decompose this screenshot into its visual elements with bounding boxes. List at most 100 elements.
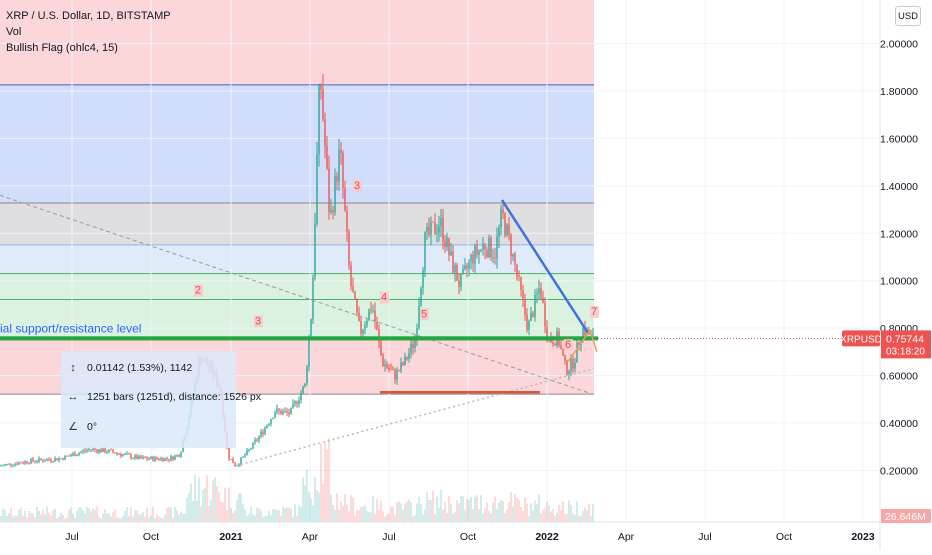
volume-bar bbox=[384, 516, 386, 522]
candle-body bbox=[528, 320, 530, 330]
candle-body bbox=[120, 454, 122, 457]
volume-bar bbox=[272, 509, 274, 522]
volume-bar bbox=[238, 493, 240, 522]
candle-body bbox=[400, 362, 402, 371]
volume-bar bbox=[542, 509, 544, 522]
measure-tool-box[interactable]: ↕ 0.01142 (1.53%), 1142 ↔ 1251 bars (125… bbox=[61, 351, 261, 448]
volume-bar bbox=[526, 503, 528, 522]
time-tick: Oct bbox=[460, 531, 476, 543]
volume-bar bbox=[466, 498, 468, 522]
bullish-flag-indicator-label[interactable]: Bullish Flag (ohlc4, 15) bbox=[6, 42, 118, 54]
volume-bar bbox=[452, 513, 454, 522]
volume-bar bbox=[204, 487, 206, 522]
candle-body bbox=[468, 261, 470, 269]
volume-bar bbox=[100, 518, 102, 522]
volume-bar bbox=[564, 513, 566, 522]
candle-body bbox=[164, 458, 166, 462]
volume-bar bbox=[12, 516, 14, 522]
candle-body bbox=[240, 457, 242, 465]
volume-bar bbox=[358, 510, 360, 522]
candle-body bbox=[128, 453, 130, 455]
volume-bar bbox=[366, 510, 368, 522]
candle-body bbox=[524, 299, 526, 315]
volume-bar bbox=[62, 515, 64, 522]
candle-body bbox=[272, 418, 274, 420]
volume-bar bbox=[92, 508, 94, 522]
volume-bar bbox=[130, 506, 132, 522]
volume-bar bbox=[508, 502, 510, 522]
volume-bar bbox=[544, 507, 546, 522]
candle-body bbox=[478, 250, 480, 255]
currency-button[interactable]: USD bbox=[895, 6, 921, 26]
volume-bar bbox=[280, 515, 282, 522]
candle-body bbox=[406, 356, 408, 360]
candle-body bbox=[246, 450, 248, 456]
volume-bar bbox=[524, 497, 526, 522]
volume-bar bbox=[28, 511, 30, 522]
upper-target-zone bbox=[0, 0, 594, 85]
volume-bar bbox=[328, 438, 330, 522]
candle-body bbox=[168, 458, 170, 461]
volume-bar bbox=[322, 484, 324, 522]
candle-body bbox=[584, 327, 586, 336]
candle-body bbox=[290, 407, 292, 415]
volume-bar bbox=[448, 495, 450, 522]
volume-bar bbox=[402, 509, 404, 522]
volume-bar bbox=[164, 514, 166, 522]
candle-body bbox=[304, 383, 306, 387]
candle-body bbox=[360, 320, 362, 334]
volume-bar bbox=[476, 495, 478, 522]
wave-label-bg bbox=[564, 339, 573, 352]
volume-indicator-label[interactable]: Vol bbox=[6, 26, 22, 38]
candle-body bbox=[10, 463, 12, 466]
candle-body bbox=[84, 450, 86, 452]
candle-body bbox=[4, 464, 6, 466]
candle-body bbox=[350, 265, 352, 287]
volume-bar bbox=[144, 516, 146, 522]
volume-bar bbox=[326, 449, 328, 522]
candle-body bbox=[294, 401, 296, 404]
candle-body bbox=[42, 459, 44, 462]
candle-body bbox=[52, 461, 54, 462]
candle-body bbox=[476, 245, 478, 255]
candle-body bbox=[576, 342, 578, 363]
volume-bar bbox=[438, 507, 440, 522]
volume-bar bbox=[42, 509, 44, 522]
volume-bar bbox=[566, 514, 568, 522]
volume-bar bbox=[48, 513, 50, 522]
volume-bar bbox=[450, 504, 452, 522]
symbol-title[interactable]: XRP / U.S. Dollar, 1D, BITSTAMP bbox=[6, 10, 171, 22]
volume-bar bbox=[318, 492, 320, 522]
volume-bar bbox=[444, 501, 446, 522]
projection-line bbox=[567, 330, 591, 362]
volume-bar bbox=[104, 509, 106, 522]
volume-bar bbox=[572, 513, 574, 522]
candle-body bbox=[162, 458, 164, 462]
candle-body bbox=[314, 223, 316, 278]
candle-body bbox=[26, 461, 28, 464]
time-tick: 2021 bbox=[219, 531, 243, 543]
candle-body bbox=[252, 442, 254, 449]
candle-body bbox=[286, 410, 288, 413]
candle-body bbox=[572, 358, 574, 369]
dotted-support-line bbox=[235, 367, 595, 467]
volume-bar bbox=[10, 507, 12, 522]
candle-body bbox=[484, 244, 486, 251]
candle-body bbox=[94, 448, 96, 450]
candle-body bbox=[148, 458, 150, 460]
candle-body bbox=[448, 237, 450, 256]
volume-bar bbox=[362, 506, 364, 522]
candle-body bbox=[260, 431, 262, 437]
volume-bar bbox=[556, 512, 558, 522]
candle-body bbox=[362, 329, 364, 334]
candle-body bbox=[486, 250, 488, 258]
candle-body bbox=[114, 452, 116, 454]
volume-bar bbox=[140, 513, 142, 522]
time-tick: Apr bbox=[302, 531, 319, 543]
volume-bar bbox=[364, 505, 366, 522]
volume-bar bbox=[248, 514, 250, 522]
volume-bar bbox=[432, 490, 434, 522]
volume-bar bbox=[168, 506, 170, 522]
